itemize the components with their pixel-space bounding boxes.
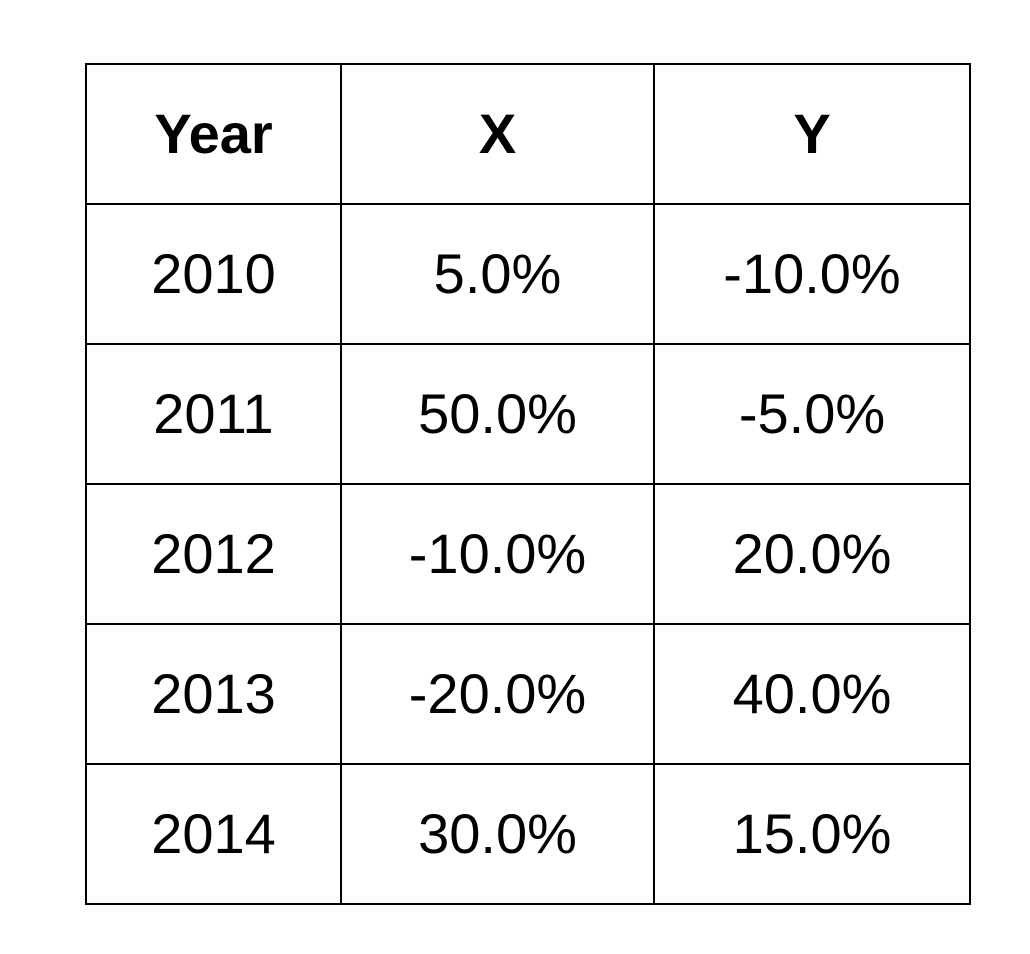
table-body: 2010 5.0% -10.0% 2011 50.0% -5.0% 2012 -… — [85, 203, 971, 905]
header-y: Y — [653, 63, 971, 205]
cell-y: -10.0% — [653, 203, 971, 345]
table-row: 2011 50.0% -5.0% — [85, 343, 971, 485]
header-row: Year X Y — [85, 63, 971, 205]
cell-x: -20.0% — [340, 623, 655, 765]
returns-table: Year X Y 2010 5.0% -10.0% 2011 50.0% -5.… — [85, 63, 971, 905]
cell-x: 30.0% — [340, 763, 655, 905]
cell-year: 2013 — [85, 623, 342, 765]
cell-x: 5.0% — [340, 203, 655, 345]
cell-year: 2014 — [85, 763, 342, 905]
cell-x: -10.0% — [340, 483, 655, 625]
header-year: Year — [85, 63, 342, 205]
cell-y: 40.0% — [653, 623, 971, 765]
table-row: 2012 -10.0% 20.0% — [85, 483, 971, 625]
cell-year: 2011 — [85, 343, 342, 485]
header-x: X — [340, 63, 655, 205]
table-row: 2010 5.0% -10.0% — [85, 203, 971, 345]
cell-year: 2012 — [85, 483, 342, 625]
table-row: 2014 30.0% 15.0% — [85, 763, 971, 905]
table-header: Year X Y — [85, 63, 971, 205]
cell-x: 50.0% — [340, 343, 655, 485]
table-row: 2013 -20.0% 40.0% — [85, 623, 971, 765]
cell-y: -5.0% — [653, 343, 971, 485]
cell-y: 15.0% — [653, 763, 971, 905]
cell-y: 20.0% — [653, 483, 971, 625]
cell-year: 2010 — [85, 203, 342, 345]
